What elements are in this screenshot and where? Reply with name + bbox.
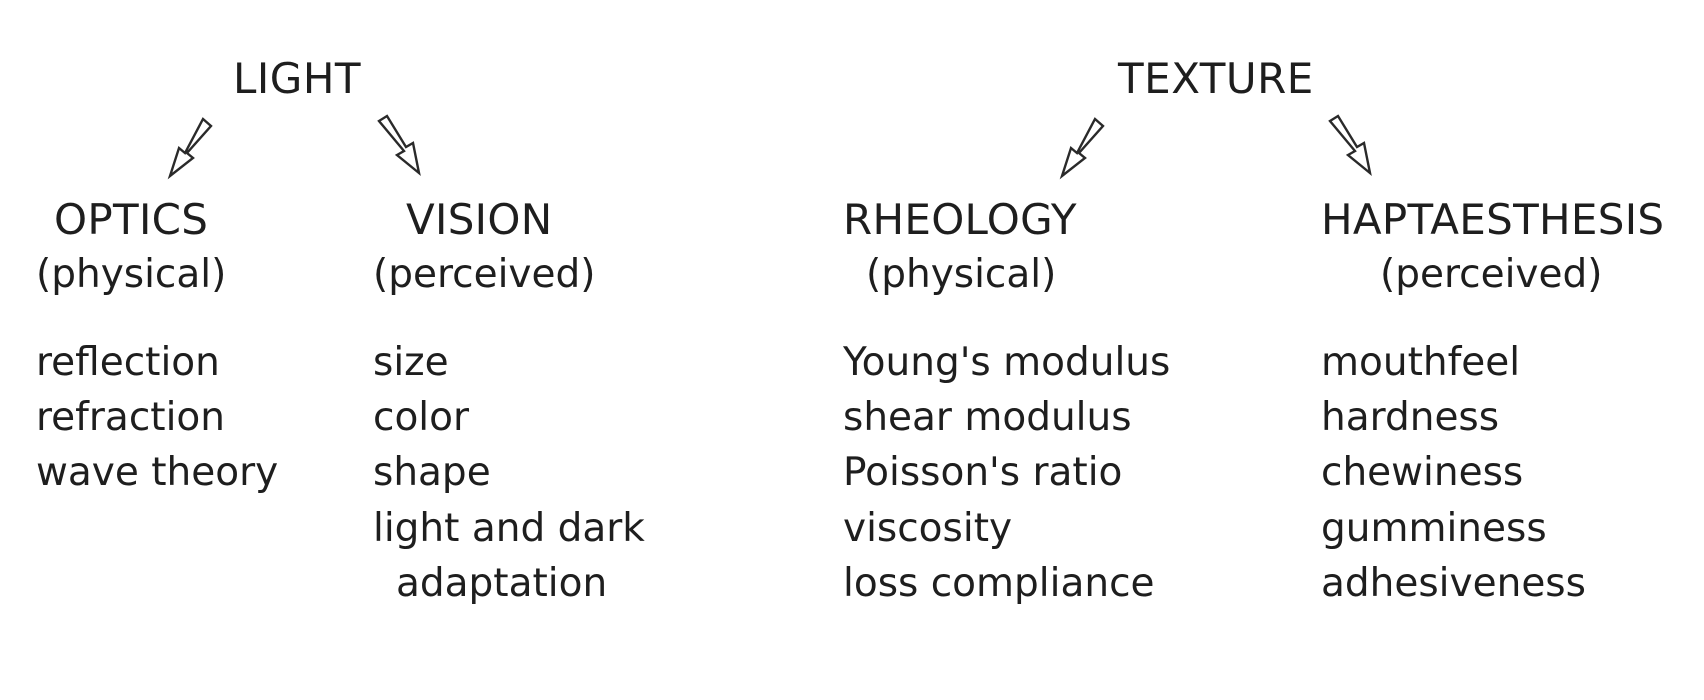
vision-item: shape: [373, 450, 491, 495]
rheology-item: loss compliance: [843, 561, 1155, 606]
optics-item: reflection: [36, 340, 220, 385]
arrow-texture-to-rheology: [1059, 117, 1105, 180]
rheology-item: Young's modulus: [843, 340, 1171, 385]
vision-item: color: [373, 395, 470, 440]
arrow-light-to-optics: [167, 117, 213, 180]
arrow-light-to-vision: [377, 114, 421, 177]
optics-item: refraction: [36, 395, 225, 440]
optics-item: wave theory: [36, 450, 279, 495]
rheology-item: Poisson's ratio: [843, 450, 1123, 495]
optics-title: OPTICS: [54, 195, 209, 244]
haptaesthesis-item: gumminess: [1321, 506, 1547, 551]
haptaesthesis-item: chewiness: [1321, 450, 1524, 495]
light-title: LIGHT: [233, 54, 362, 103]
vision-item: light and dark: [373, 506, 645, 551]
rheology-item: viscosity: [843, 506, 1013, 551]
rheology-item: shear modulus: [843, 395, 1132, 440]
haptaesthesis-qualifier: (perceived): [1380, 252, 1603, 297]
optics-qualifier: (physical): [36, 252, 227, 297]
rheology-qualifier: (physical): [866, 252, 1057, 297]
vision-item: adaptation: [396, 561, 608, 606]
haptaesthesis-item: adhesiveness: [1321, 561, 1586, 606]
vision-title: VISION: [406, 195, 553, 244]
haptaesthesis-item: mouthfeel: [1321, 340, 1521, 385]
vision-qualifier: (perceived): [373, 252, 596, 297]
vision-item: size: [373, 340, 449, 385]
haptaesthesis-title: HAPTAESTHESIS: [1321, 195, 1665, 244]
haptaesthesis-item: hardness: [1321, 395, 1500, 440]
arrow-texture-to-haptaesthesis: [1328, 114, 1372, 177]
rheology-title: RHEOLOGY: [843, 195, 1077, 244]
texture-title: TEXTURE: [1118, 54, 1314, 103]
